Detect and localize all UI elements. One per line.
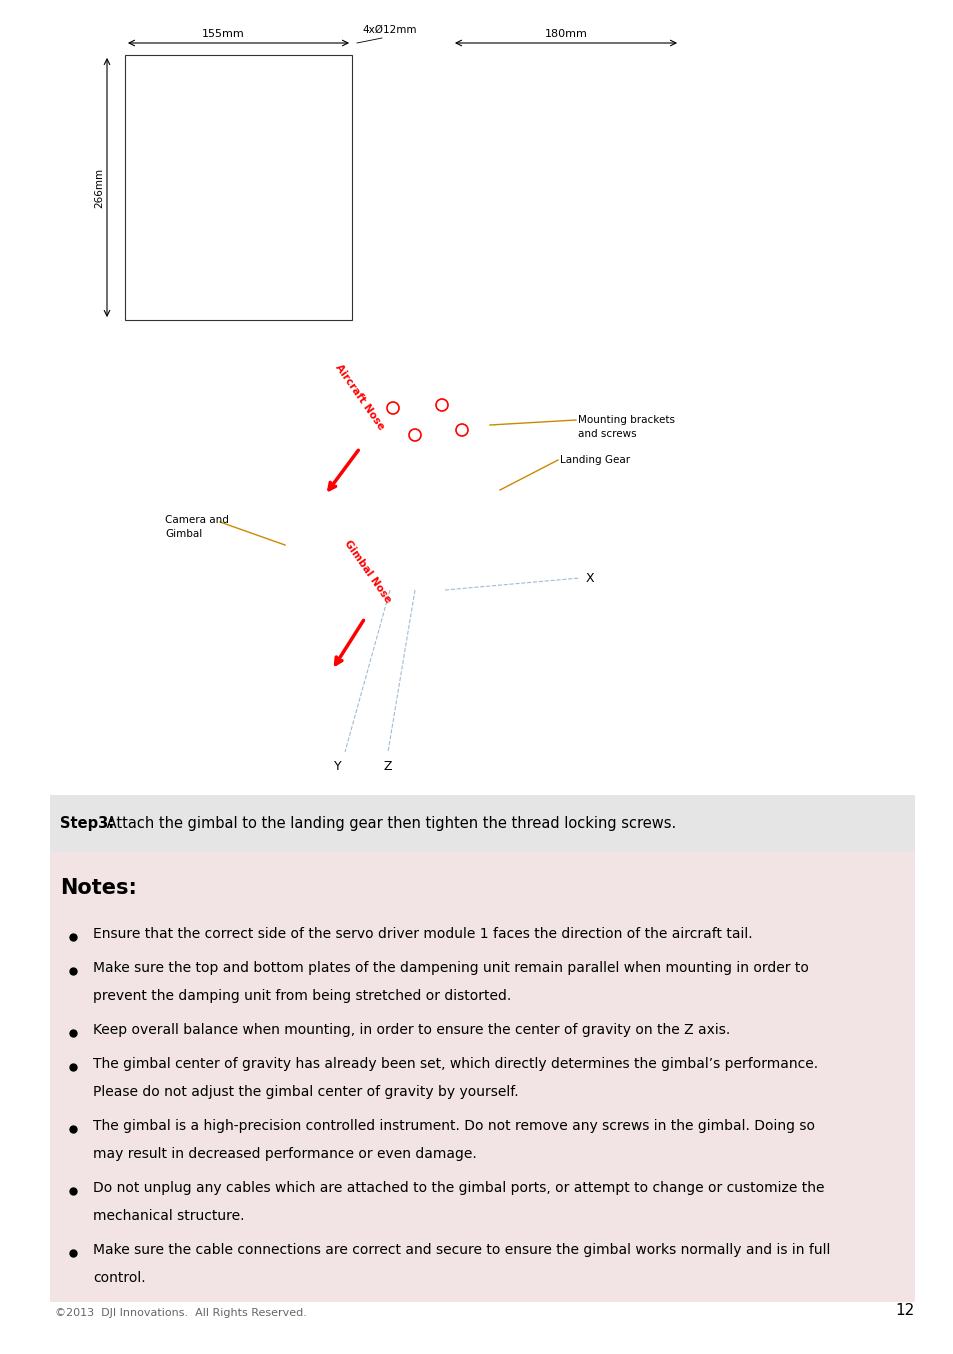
Text: 180mm: 180mm: [544, 28, 587, 39]
Text: mechanical structure.: mechanical structure.: [92, 1209, 244, 1223]
Text: Do not unplug any cables which are attached to the gimbal ports, or attempt to c: Do not unplug any cables which are attac…: [92, 1181, 823, 1196]
Text: Camera and: Camera and: [165, 515, 229, 525]
Text: 266mm: 266mm: [94, 168, 104, 207]
Text: Mounting brackets: Mounting brackets: [578, 414, 675, 425]
Text: control.: control.: [92, 1271, 146, 1285]
Text: Gimbal: Gimbal: [165, 529, 202, 539]
Text: Make sure the top and bottom plates of the dampening unit remain parallel when m: Make sure the top and bottom plates of t…: [92, 961, 808, 975]
Text: 4xØ12mm: 4xØ12mm: [361, 24, 416, 35]
Text: The gimbal center of gravity has already been set, which directly determines the: The gimbal center of gravity has already…: [92, 1057, 818, 1071]
Text: 12: 12: [895, 1303, 914, 1317]
Text: may result in decreased performance or even damage.: may result in decreased performance or e…: [92, 1147, 476, 1160]
Text: Attach the gimbal to the landing gear then tighten the thread locking screws.: Attach the gimbal to the landing gear th…: [102, 816, 676, 831]
Bar: [125, 56, 352, 320]
Text: Keep overall balance when mounting, in order to ensure the center of gravity on : Keep overall balance when mounting, in o…: [92, 1024, 729, 1037]
Text: and screws: and screws: [578, 429, 636, 439]
Text: 155mm: 155mm: [202, 28, 245, 39]
Text: Z: Z: [383, 760, 392, 773]
Text: Ensure that the correct side of the servo driver module 1 faces the direction of: Ensure that the correct side of the serv…: [92, 927, 752, 941]
Text: Please do not adjust the gimbal center of gravity by yourself.: Please do not adjust the gimbal center o…: [92, 1085, 518, 1099]
Bar: [50, 795, 914, 852]
Text: prevent the damping unit from being stretched or distorted.: prevent the damping unit from being stre…: [92, 988, 511, 1003]
Text: Y: Y: [334, 760, 341, 773]
Text: X: X: [585, 571, 594, 585]
Text: The gimbal is a high-precision controlled instrument. Do not remove any screws i: The gimbal is a high-precision controlle…: [92, 1118, 814, 1133]
Text: Make sure the cable connections are correct and secure to ensure the gimbal work: Make sure the cable connections are corr…: [92, 1243, 829, 1257]
Text: Step3:: Step3:: [60, 816, 114, 831]
Text: Landing Gear: Landing Gear: [559, 455, 630, 464]
Text: Gimbal Nose: Gimbal Nose: [342, 539, 393, 605]
Text: Aircraft Nose: Aircraft Nose: [334, 363, 386, 432]
Text: Notes:: Notes:: [60, 877, 136, 898]
Text: ©2013  DJI Innovations.  All Rights Reserved.: ©2013 DJI Innovations. All Rights Reserv…: [55, 1308, 307, 1317]
Bar: [50, 852, 914, 1303]
